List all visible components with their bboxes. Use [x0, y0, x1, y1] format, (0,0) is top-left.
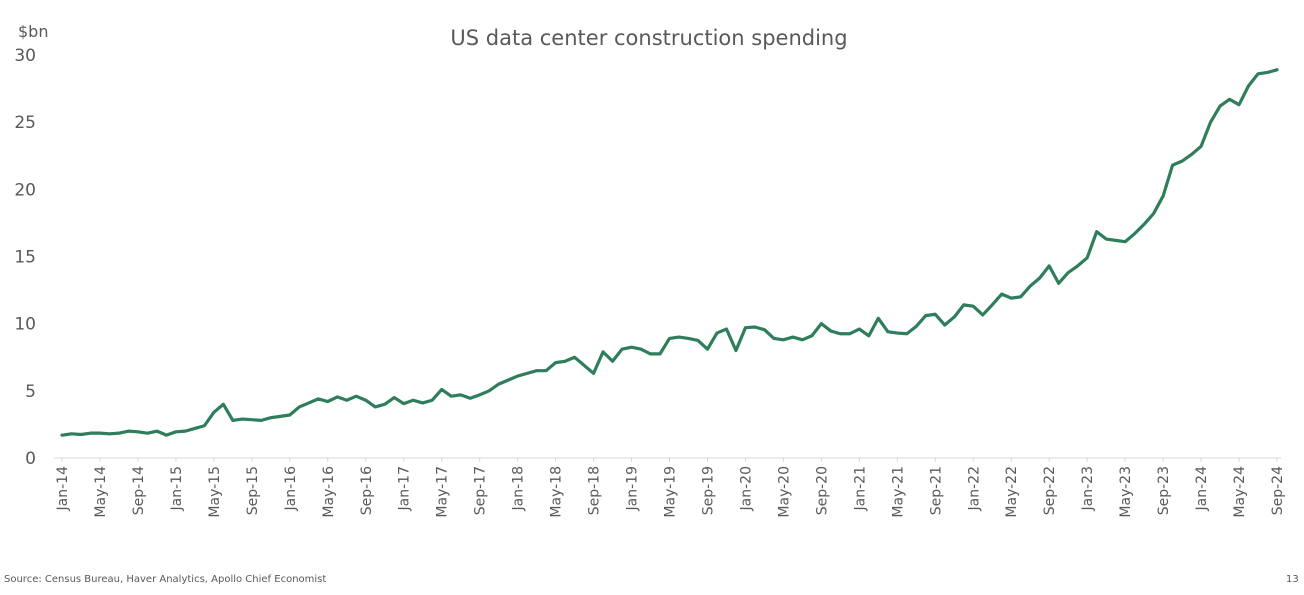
- x-tick-label: May-16: [321, 466, 337, 518]
- x-tick-label: Sep-20: [814, 466, 830, 515]
- x-tick-label: May-22: [1004, 466, 1020, 518]
- x-tick-label: May-18: [549, 466, 565, 518]
- y-tick-label: 10: [14, 315, 36, 335]
- x-tick-label: Sep-22: [1042, 466, 1058, 515]
- x-tick-label: Jan-14: [55, 466, 71, 512]
- x-tick-label: May-15: [207, 466, 223, 518]
- x-tick-label: Jan-19: [625, 466, 641, 511]
- x-tick-label: Jan-18: [511, 466, 527, 511]
- y-tick-label: 5: [25, 382, 36, 402]
- y-tick-label: 20: [14, 180, 36, 200]
- x-tick-label: Sep-24: [1270, 466, 1286, 515]
- x-tick-label: May-23: [1118, 466, 1134, 518]
- series-line: [60, 68, 1279, 437]
- y-tick-label: 30: [14, 46, 36, 66]
- y-tick-label: 25: [14, 113, 36, 133]
- page-number: 13: [1286, 574, 1299, 585]
- y-axis-unit: $bn: [18, 22, 48, 41]
- x-tick-label: May-24: [1232, 466, 1248, 518]
- x-tick-label: Jan-15: [169, 466, 185, 511]
- x-tick-label: May-21: [890, 466, 906, 518]
- x-axis-ticks: Jan-14 May-14 Sep-14 Jan-15 May-15 Sep-15 Jan-…: [55, 458, 1286, 518]
- x-tick-label: Sep-17: [473, 466, 489, 515]
- chart-title: US data center construction spending: [450, 26, 847, 50]
- x-tick-label: May-19: [663, 466, 679, 518]
- x-tick-label: Sep-21: [928, 466, 944, 515]
- y-tick-label: 0: [25, 449, 36, 469]
- x-tick-label: May-14: [93, 466, 109, 518]
- x-tick-label: May-20: [776, 466, 792, 518]
- x-tick-label: Jan-24: [1194, 466, 1210, 512]
- x-tick-label: Jan-21: [852, 466, 868, 511]
- x-tick-label: Sep-23: [1156, 466, 1172, 515]
- y-tick-label: 15: [14, 248, 36, 268]
- x-tick-label: Sep-14: [131, 466, 147, 515]
- x-tick-label: Jan-23: [1080, 466, 1096, 511]
- x-tick-label: Sep-19: [700, 466, 716, 515]
- x-tick-label: Jan-17: [397, 466, 413, 511]
- source-note: Source: Census Bureau, Haver Analytics, …: [4, 574, 327, 585]
- x-tick-label: May-17: [435, 466, 451, 518]
- x-tick-label: Sep-15: [245, 466, 261, 515]
- y-axis-ticks: 0 5 10 15 20 25 30: [14, 46, 36, 469]
- x-tick-label: Jan-20: [738, 466, 754, 511]
- x-tick-label: Jan-22: [966, 466, 982, 511]
- x-tick-label: Jan-16: [283, 466, 299, 512]
- x-tick-label: Sep-18: [587, 466, 603, 515]
- x-tick-label: Sep-16: [359, 466, 375, 515]
